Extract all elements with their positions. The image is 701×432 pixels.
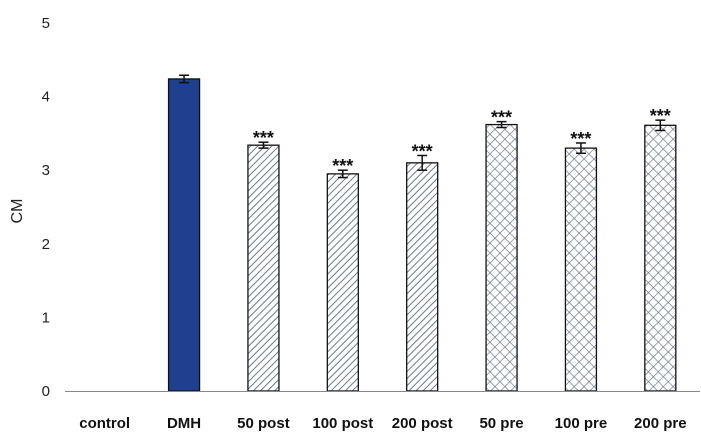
bar-DMH [167, 78, 201, 392]
x-tick-label: control [79, 415, 130, 432]
bar-200-pre [644, 124, 677, 392]
bar-200-post [406, 162, 439, 392]
y-axis-label: CM [9, 199, 26, 224]
x-tick-label: 50 post [237, 415, 290, 432]
error-bar [258, 141, 269, 149]
y-tick-label: 0 [42, 383, 50, 400]
error-bar [337, 169, 348, 179]
error-bars [179, 74, 666, 179]
significance-label: *** [253, 128, 274, 148]
x-tick-label: DMH [167, 415, 201, 432]
significance-labels: *** *** *** *** *** *** [253, 106, 671, 176]
bar-50-post [247, 144, 280, 392]
significance-label: *** [570, 129, 591, 149]
significance-label: *** [412, 141, 433, 161]
bar-100-pre [564, 147, 598, 392]
bar-100-post [326, 173, 359, 392]
error-bar [496, 120, 507, 129]
x-tick-label: 100 post [312, 415, 373, 432]
bar-50-pre [485, 123, 518, 392]
significance-label: *** [332, 156, 353, 176]
error-bar [655, 119, 666, 132]
x-tick-label: 200 post [392, 415, 453, 432]
significance-label: *** [491, 108, 512, 128]
y-tick-label: 3 [42, 162, 50, 179]
x-tick-label: 100 pre [555, 415, 608, 432]
y-tick-label: 1 [42, 309, 50, 326]
y-tick-label: 5 [42, 15, 50, 32]
x-axis-categories: control DMH 50 post 100 post 200 post 50 pre 1… [79, 415, 686, 432]
x-tick-label: 200 pre [634, 415, 687, 432]
y-tick-label: 2 [42, 236, 50, 253]
error-bar [575, 142, 586, 155]
error-bar [179, 74, 190, 84]
y-tick-label: 4 [42, 89, 50, 106]
x-tick-label: 50 pre [479, 415, 523, 432]
y-axis-ticks: 0 1 2 3 4 5 [42, 15, 50, 400]
significance-label: *** [650, 106, 671, 126]
bars [167, 78, 677, 392]
error-bar [417, 154, 428, 171]
